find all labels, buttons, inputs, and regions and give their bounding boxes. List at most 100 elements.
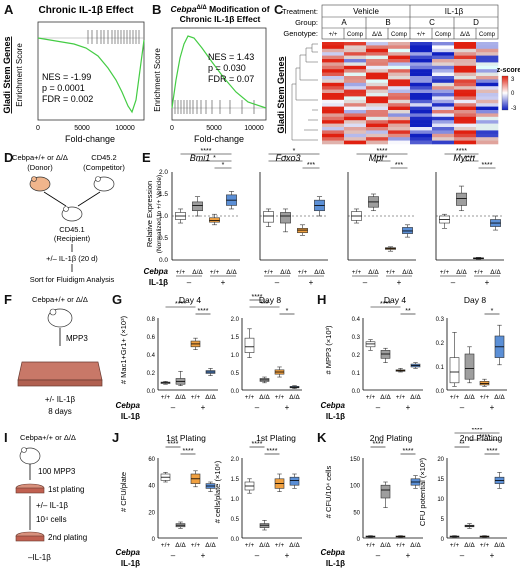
heatmap-cell [432, 45, 455, 50]
box [289, 476, 300, 486]
heatmap-cell [454, 82, 477, 87]
boxplot-j: 1st Plating 1st Plating # CFU/plate # ce… [116, 433, 302, 568]
significance-label: * [293, 148, 296, 155]
heatmap-cell [388, 42, 411, 46]
genotype-label: Comp [347, 32, 364, 38]
heatmap-cell [410, 69, 433, 73]
axis-label-x: Fold-change [65, 134, 115, 144]
axis-label-y: Enrichment Score [15, 43, 24, 107]
il1b-minus: – [460, 403, 465, 412]
heatmap-cell [432, 127, 455, 131]
heatmap-cell [322, 133, 345, 138]
heatmap-cell [454, 130, 477, 135]
row-label-treatment: Treatment: [282, 7, 318, 16]
heatmap-cell [410, 113, 433, 118]
heatmap-cell [432, 76, 455, 80]
gene-title: Bmi1 [190, 153, 211, 163]
category-label: +/+ [366, 394, 376, 401]
heatmap-cell [432, 79, 455, 84]
heatmap-cell [454, 69, 477, 73]
heatmap-cell [388, 116, 411, 121]
axis-label-y: CFU potential (×10³) [418, 457, 427, 526]
heatmap-cell [476, 130, 499, 135]
panel-title: CebpaΔ/Δ Modification of [170, 4, 269, 14]
box [209, 217, 220, 223]
tick-y: 1.5 [231, 477, 240, 483]
heatmap-cell [322, 89, 345, 94]
heatmap-cell [454, 99, 477, 104]
heatmap-cell [454, 120, 477, 124]
heatmap-cell [322, 55, 345, 60]
heatmap-cell [432, 106, 455, 111]
heatmap-cell [432, 140, 455, 145]
tick-y: 0.1 [436, 365, 445, 371]
heatmap-cell [322, 96, 345, 101]
il1b-plus: + [309, 278, 314, 287]
heatmap-cell [432, 62, 455, 67]
heatmap-cell [454, 140, 477, 145]
category-label: +/+ [264, 269, 274, 276]
arrow [43, 191, 67, 207]
heatmap-cell [410, 127, 433, 131]
heatmap-cell [476, 82, 499, 87]
heatmap-cell [366, 113, 389, 118]
panel-k: K 2nd Plating 2nd Plating # CFU/10⁴ cell… [315, 427, 520, 568]
significance-label: **** [465, 155, 476, 162]
heatmap-cell [476, 133, 499, 138]
tick-y: 5 [441, 517, 445, 523]
tick-y: 1.5 [159, 191, 168, 198]
il1b-minus: – [171, 403, 176, 412]
box [263, 211, 274, 223]
box [456, 192, 467, 206]
heatmap-cell [344, 133, 367, 138]
heatmap-cell [410, 123, 433, 128]
recipient-sub: (Recipient) [54, 234, 91, 243]
subplot-title: Day 4 [384, 295, 406, 305]
significance-label: **** [403, 448, 414, 455]
heatmap-cell [344, 123, 367, 128]
heatmap-cell [432, 133, 455, 138]
category-label: Δ/Δ [402, 269, 413, 276]
heatmap-cell [388, 140, 411, 145]
il1b-minus: – [460, 551, 465, 560]
heatmap-cell [476, 113, 499, 118]
petri-dish-icon [15, 483, 45, 494]
significance-label: **** [380, 301, 391, 308]
heatmap-cell [410, 103, 433, 107]
tick-y: 0.3 [436, 317, 445, 323]
plot-frame [171, 27, 267, 121]
heatmap-cell [388, 130, 411, 135]
heatmap-cell [476, 103, 499, 107]
il1b-plus: + [397, 278, 402, 287]
tick-y: 1.0 [231, 353, 240, 359]
heatmap-cell [322, 79, 345, 84]
heatmap-cell [322, 140, 345, 145]
heatmap-cell [366, 65, 389, 70]
group-label: B [385, 18, 390, 27]
heatmap-cell [322, 93, 345, 97]
heatmap-cell [388, 137, 411, 141]
box [402, 227, 413, 234]
heatmap-cell [388, 103, 411, 107]
category-label: +/+ [396, 394, 406, 401]
x-row-cebpa: Cebpa [116, 401, 141, 410]
tick-y: 0.0 [159, 257, 168, 264]
heatmap-cell [344, 127, 367, 131]
tick-y: 0.5 [231, 371, 240, 377]
category-label: Δ/Δ [226, 269, 237, 276]
heatmap-cell [366, 137, 389, 141]
heatmap-cell [388, 113, 411, 118]
legend-tick: 3 [511, 77, 515, 83]
heatmap-cell [366, 123, 389, 128]
heatmap-cell [432, 123, 455, 128]
gene-title: Foxo3 [275, 153, 300, 163]
heatmap-cell [432, 89, 455, 94]
category-label: +/+ [386, 269, 396, 276]
heatmap-cell [432, 96, 455, 101]
tick-y: 40 [148, 484, 155, 490]
il1b-minus: – [363, 278, 368, 287]
il1b-plus: + [406, 403, 411, 412]
heatmap-cell [432, 55, 455, 60]
donor-genotype: Cebpa+/+ or Δ/Δ [12, 153, 68, 162]
category-label: Δ/Δ [314, 269, 325, 276]
